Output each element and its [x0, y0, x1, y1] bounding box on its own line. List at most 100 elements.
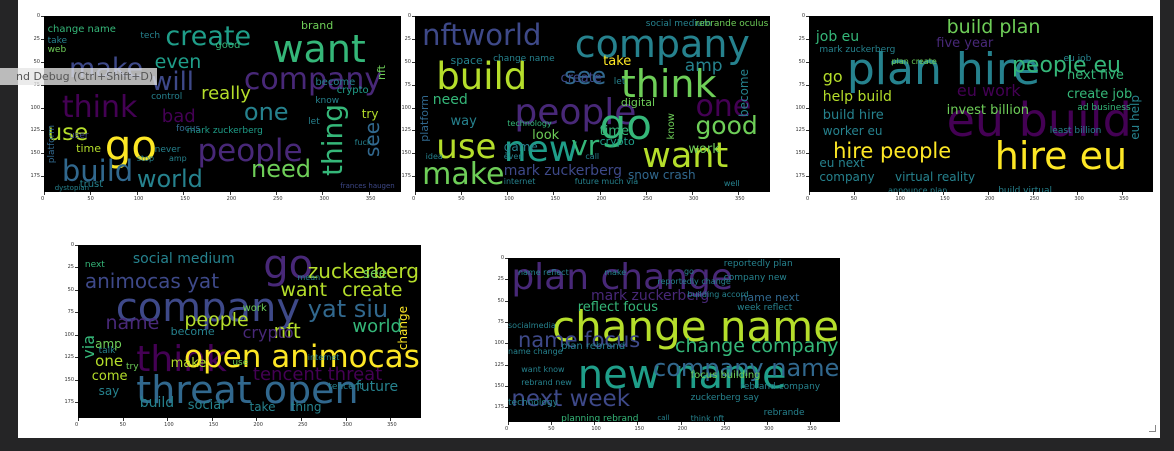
word-digital: digital [620, 95, 656, 109]
x-tick-mark [136, 192, 138, 195]
x-tick-mark [276, 192, 278, 195]
word-amp: amp [95, 337, 122, 352]
word-fuck: fuck [354, 138, 372, 148]
y-tick-label: 50 [67, 286, 74, 293]
resize-grip-icon[interactable] [1149, 425, 1156, 432]
y-tick-label: 25 [404, 35, 411, 42]
word-space: space [450, 53, 483, 67]
y-tick-mark [505, 407, 508, 409]
word-make: make [604, 268, 627, 278]
word-will: will [151, 66, 195, 97]
x-tick-label: 350 [1119, 196, 1129, 202]
word-come: come [91, 368, 128, 384]
word-become: become [737, 68, 752, 117]
x-tick-mark [680, 422, 682, 425]
word-tencent-threat: tencent threat [252, 364, 383, 386]
x-tick-label: 300 [319, 196, 329, 202]
y-tick-mark [75, 245, 78, 246]
y-tick-label: 100 [401, 104, 411, 111]
y-tick-mark [41, 107, 44, 109]
word-want-know: want know [521, 365, 565, 375]
word-company: company [243, 62, 383, 98]
word-social: social [187, 397, 225, 413]
y-tick-label: 125 [795, 127, 805, 134]
x-tick-mark [78, 418, 79, 421]
word-work: work [242, 302, 267, 314]
word-vr: vr [571, 129, 600, 163]
x-tick-mark [738, 192, 740, 195]
word-see: see [362, 266, 388, 283]
word-five-year: five year [936, 36, 994, 52]
y-tick-label: 175 [64, 399, 74, 406]
word-want: want [280, 279, 328, 302]
x-tick-mark [345, 418, 347, 421]
word-rebrand-new: rebrand new [521, 378, 572, 388]
wordcloud-canvas-1: gowantcompanycreatemakethinkpeoplebuildw… [44, 16, 401, 192]
word-future: future [355, 378, 399, 395]
y-tick-label: 0 [500, 255, 504, 261]
word-new: new [503, 129, 579, 171]
word-amp: amp [168, 154, 187, 164]
y-tick-mark [41, 84, 44, 86]
word-bad: bad [161, 105, 196, 127]
wordcloud-plot-2: company nftworld build think people see go new u… [401, 14, 779, 207]
x-tick-mark [183, 192, 185, 195]
word-one: one [95, 351, 124, 370]
wordcloud-plot-3: plan hire eu build hire eu hire people peopl… [793, 14, 1159, 207]
word-even: even [154, 50, 202, 73]
word-company: company [574, 21, 750, 66]
word-go: go [822, 66, 843, 86]
y-tick-mark [505, 385, 508, 387]
x-tick-mark [553, 192, 555, 195]
word-change-company: change company [675, 334, 839, 357]
y-tick-mark [505, 300, 508, 302]
word-know: know [666, 112, 678, 140]
word-plan-create: plan create [891, 57, 937, 67]
word-tech: tech [140, 30, 161, 41]
y-tick-label: 0 [36, 13, 40, 19]
word-hire-people: hire people [833, 138, 952, 163]
word-company: company [819, 169, 875, 184]
x-tick-mark [809, 192, 810, 195]
word-eu-next: eu next [819, 155, 865, 170]
y-tick-mark [75, 402, 78, 404]
y-tick-mark [412, 130, 415, 132]
x-tick-mark [1122, 192, 1124, 195]
y-tick-label: 125 [30, 127, 40, 134]
word-take: take [603, 53, 632, 69]
y-tick-label: 25 [798, 35, 805, 42]
word-way: way [450, 113, 477, 129]
wordcloud-canvas-4: company go think threat open open animocas an… [78, 245, 421, 418]
y-tick-mark [41, 130, 44, 132]
word-internet: internet [307, 352, 340, 362]
word-focus: focus [176, 124, 201, 135]
word-name: name [105, 312, 160, 335]
x-tick-label: 100 [133, 196, 144, 202]
word-job-eu: job eu [815, 29, 860, 46]
x-tick-label: 150 [208, 422, 219, 428]
y-tick-mark [75, 334, 78, 336]
word-amp: amp [684, 56, 723, 77]
word-plan-hire: plan hire [846, 43, 1041, 95]
word-animocas-yat: animocas yat [84, 268, 220, 293]
word-time: time [599, 124, 629, 140]
word-worker-eu: worker eu [822, 124, 883, 139]
word-create: create [560, 71, 602, 87]
word-snow-crash: snow crash [628, 168, 696, 183]
word-hire-eu: hire eu [994, 134, 1128, 179]
word-go: go [683, 266, 694, 276]
word-create: create [165, 21, 252, 53]
word-think: think [61, 90, 138, 126]
word-make: make [170, 356, 207, 372]
word-good: good [695, 110, 758, 140]
x-tick-mark [599, 192, 601, 195]
y-tick-label: 100 [795, 104, 805, 111]
x-tick-mark [1032, 192, 1034, 195]
x-tick-mark [368, 192, 370, 195]
word-technology: technology [507, 118, 552, 128]
word-thing: thing [290, 399, 322, 414]
word-name-next: name next [740, 291, 800, 305]
x-tick-label: 50 [458, 196, 465, 202]
word-zuckerberg: zuckerberg [307, 258, 419, 283]
word-want: want [642, 136, 729, 177]
